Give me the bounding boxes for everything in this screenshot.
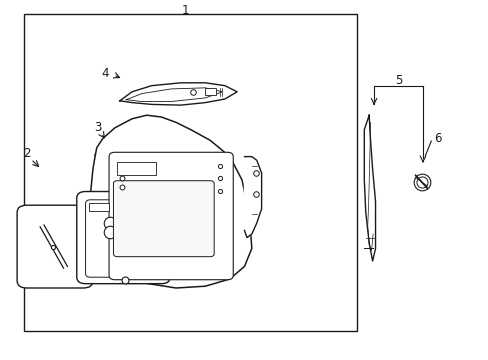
Ellipse shape [122,218,151,254]
FancyBboxPatch shape [85,200,160,277]
Bar [205,88,216,95]
Text: 2: 2 [23,147,31,159]
FancyBboxPatch shape [77,192,170,284]
FancyBboxPatch shape [17,205,93,288]
FancyBboxPatch shape [113,181,214,257]
Bar [89,203,109,211]
Text: 6: 6 [433,132,441,145]
Text: 4: 4 [101,67,109,80]
Polygon shape [244,157,261,238]
Bar [117,162,156,175]
Text: 1: 1 [182,4,189,17]
FancyBboxPatch shape [109,152,233,280]
Polygon shape [120,83,237,105]
Bar [24,14,356,331]
Polygon shape [90,115,251,288]
Text: 5: 5 [394,75,402,87]
Polygon shape [364,115,375,261]
Text: 3: 3 [94,121,102,134]
